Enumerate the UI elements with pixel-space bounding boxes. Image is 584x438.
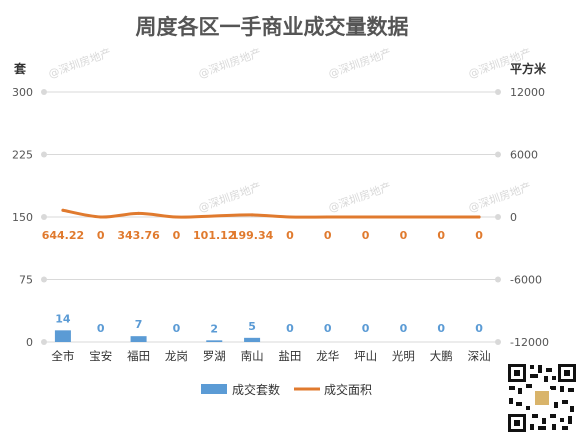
x-tick-label: 宝安	[89, 349, 112, 363]
line-data-label: 0	[400, 229, 408, 242]
line-point	[99, 215, 103, 219]
left-tick-label: 0	[26, 336, 33, 349]
right-tick-label: 0	[510, 211, 517, 224]
qr-code-image	[506, 362, 578, 434]
left-tick-label: 300	[12, 86, 33, 99]
legend-label-line: 成交面积	[324, 382, 372, 397]
bar-data-label: 0	[324, 322, 332, 335]
right-axis-ticks: 12000 6000 0 -6000 -12000	[510, 86, 549, 349]
x-tick-label: 龙岗	[165, 349, 188, 363]
line-point	[326, 215, 330, 219]
bar-data-label: 0	[475, 322, 483, 335]
line-point	[401, 215, 405, 219]
bar-data-label: 7	[135, 318, 143, 331]
watermark-text: @深圳房地产	[326, 45, 393, 81]
bar-data-label: 0	[173, 322, 181, 335]
line-point	[174, 215, 178, 219]
bar-data-label: 0	[400, 322, 408, 335]
line-data-label: 0	[437, 229, 445, 242]
line-data-label: 0	[324, 229, 332, 242]
right-tick-label: -6000	[510, 274, 542, 287]
line-point	[364, 215, 368, 219]
bar-series	[54, 330, 261, 342]
x-tick-label: 光明	[392, 349, 415, 363]
watermark-text: @深圳房地产	[326, 179, 393, 215]
line-point	[137, 211, 141, 215]
right-tick-label: 6000	[510, 149, 538, 162]
left-tick-label: 75	[19, 274, 33, 287]
left-tick-label: 150	[12, 211, 33, 224]
bar	[244, 337, 261, 342]
line-data-label: 0	[475, 229, 483, 242]
bar-data-label: 0	[286, 322, 294, 335]
gridline-end-dot	[41, 89, 47, 95]
bar-labels: 14 0 7 0 2 5 0 0 0 0 0 0	[55, 312, 483, 335]
line-data-label: 199.34	[231, 229, 274, 242]
gridline-end-dot	[41, 276, 47, 283]
x-axis-ticks: 全市 宝安 福田 龙岗 罗湖 南山 盐田 龙华 坪山 光明 大鹏 深汕	[51, 349, 490, 363]
right-tick-label: 12000	[510, 86, 545, 99]
bar-data-label: 2	[210, 322, 218, 335]
legend-label-bar: 成交套数	[232, 382, 280, 397]
watermark-text: @深圳房地产	[196, 179, 263, 215]
watermark-text: @深圳房地产	[196, 45, 263, 81]
x-tick-label: 坪山	[354, 349, 377, 363]
x-tick-label: 南山	[241, 349, 264, 363]
left-tick-label: 225	[12, 149, 33, 162]
bar-data-label: 14	[55, 312, 71, 325]
x-tick-label: 全市	[51, 349, 74, 363]
right-axis-label: 平方米	[510, 61, 547, 76]
chart-title: 周度各区一手商业成交量数据	[136, 15, 409, 39]
bar-data-label: 0	[437, 322, 445, 335]
line-data-label: 0	[97, 229, 105, 242]
right-tick-label: -12000	[510, 336, 549, 349]
line-data-label: 0	[362, 229, 370, 242]
x-tick-label: 盐田	[278, 349, 301, 363]
line-point	[250, 213, 254, 217]
bar	[130, 336, 147, 342]
legend: 成交套数 成交面积	[201, 382, 372, 397]
watermark-text: @深圳房地产	[46, 45, 113, 81]
line-series	[61, 208, 481, 219]
line-data-label: 101.12	[193, 229, 235, 242]
gridline-end-dot	[495, 214, 501, 220]
gridline-end-dot	[41, 339, 47, 345]
legend-swatch-bar	[201, 384, 227, 394]
line-data-label: 644.22	[42, 229, 84, 242]
line-point	[212, 214, 216, 218]
watermark-group: @深圳房地产 @深圳房地产 @深圳房地产 @深圳房地产 @深圳房地产 @深圳房地…	[46, 45, 533, 215]
gridline-end-dot	[495, 151, 501, 158]
gridline-end-dot	[41, 214, 47, 220]
x-tick-label: 大鹏	[430, 349, 453, 363]
gridline-end-dot	[41, 151, 47, 158]
line-point	[477, 215, 481, 219]
watermark-text: @深圳房地产	[466, 179, 533, 215]
x-tick-label: 福田	[127, 349, 150, 363]
left-axis-ticks: 300 225 150 75 0	[12, 86, 33, 349]
bar	[206, 340, 223, 342]
left-axis-label: 套	[13, 61, 27, 76]
bar-data-label: 0	[97, 322, 105, 335]
bar	[54, 330, 71, 342]
x-tick-label: 深汕	[468, 349, 491, 363]
x-tick-label: 罗湖	[203, 349, 226, 363]
line-data-label: 0	[173, 229, 181, 242]
gridline-end-dot	[495, 276, 501, 283]
line-point	[288, 215, 292, 219]
gridline-end-dot	[495, 89, 501, 95]
x-tick-label: 龙华	[316, 349, 339, 363]
line-point	[61, 208, 65, 212]
line-data-label: 343.76	[117, 229, 160, 242]
bar-data-label: 0	[362, 322, 370, 335]
line-path	[61, 208, 481, 219]
line-data-label: 0	[286, 229, 294, 242]
bar-data-label: 5	[248, 320, 256, 333]
gridline-end-dot	[495, 339, 501, 345]
line-point	[439, 215, 443, 219]
